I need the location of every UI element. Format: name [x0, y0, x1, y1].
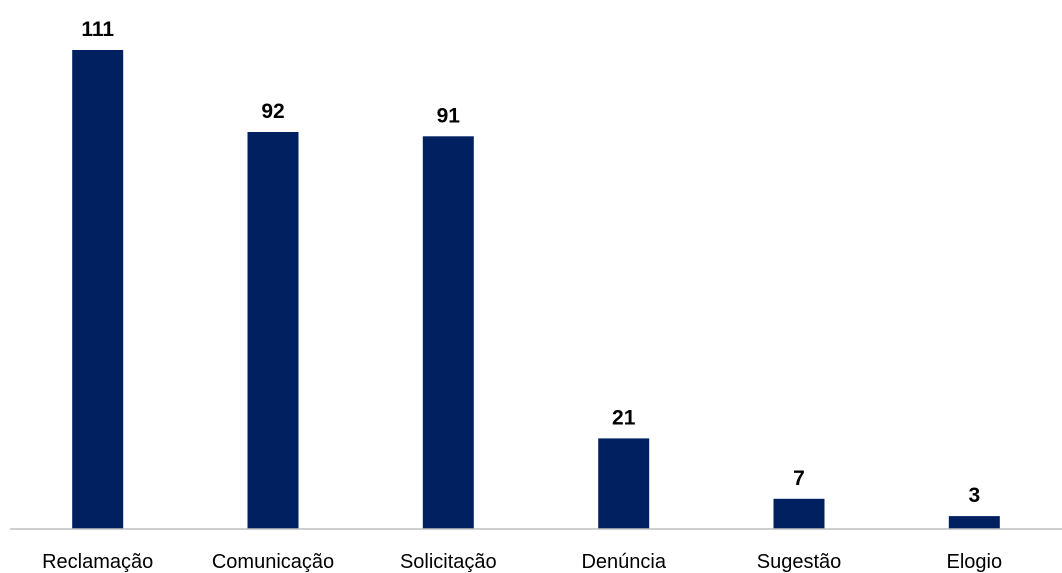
category-label-0: Reclamação — [42, 551, 153, 573]
bar-3 — [598, 438, 650, 529]
category-label-4: Sugestão — [757, 551, 842, 573]
bar-1 — [247, 132, 299, 529]
bar-4 — [773, 498, 825, 529]
value-label-4: 7 — [793, 467, 805, 490]
bars-group — [72, 50, 1000, 530]
value-label-2: 91 — [437, 104, 461, 127]
category-label-2: Solicitação — [400, 551, 497, 573]
category-label-1: Comunicação — [212, 551, 334, 573]
bar-2 — [422, 136, 474, 530]
value-label-0: 111 — [81, 18, 114, 41]
value-label-1: 92 — [261, 100, 284, 123]
value-label-5: 3 — [968, 484, 980, 507]
value-labels-group: 111 92 91 21 7 3 — [81, 18, 980, 507]
category-labels-group: Reclamação Comunicação Solicitação Denúncia… — [42, 551, 1002, 573]
value-label-3: 21 — [612, 406, 636, 429]
category-label-3: Denúncia — [581, 551, 666, 573]
bar-0 — [72, 50, 124, 529]
category-label-5: Elogio — [946, 551, 1002, 573]
bar-5 — [948, 516, 1000, 529]
